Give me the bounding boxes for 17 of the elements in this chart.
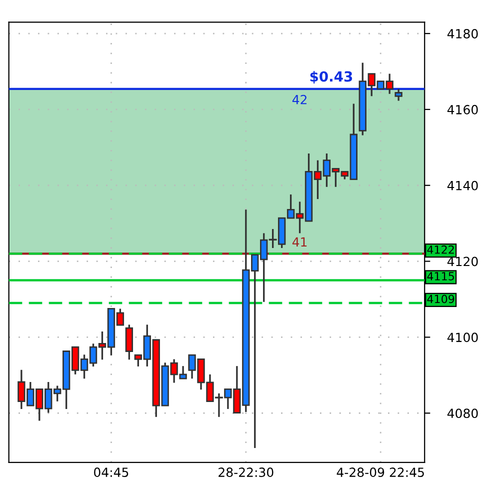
x-tick-label: 28-22:30 (218, 468, 274, 478)
candlestick (394, 88, 402, 102)
y-tick-label: 4120 (447, 256, 478, 266)
ref-line-label: 4122 (427, 245, 454, 254)
annotation: 41 (292, 237, 307, 247)
ref-line-label: 4115 (427, 272, 454, 280)
y-tick-label: 4160 (447, 104, 478, 114)
candlestick (125, 324, 134, 360)
y-tick-label: 4100 (447, 332, 478, 342)
y-tick-label: 4080 (447, 408, 478, 418)
x-tick-label: 04:45 (94, 468, 128, 478)
y-tick-label: 4180 (447, 29, 478, 38)
annotation: 42 (292, 94, 306, 104)
ref-line-label: 4109 (427, 294, 454, 304)
x-tick-label: 4-28-09 22:45 (336, 468, 424, 478)
y-tick-label: 4140 (447, 180, 478, 190)
annotation: $0.43 (310, 70, 352, 84)
